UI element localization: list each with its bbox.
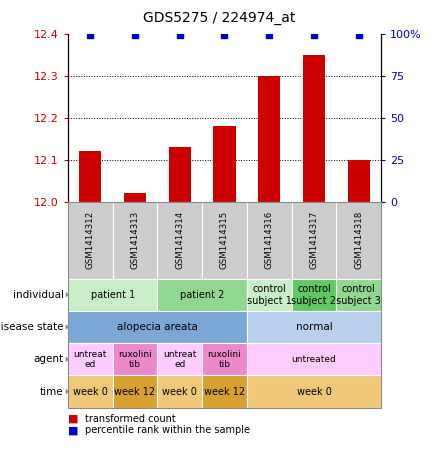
Point (176, 31, 183, 39)
Point (311, 31, 318, 39)
Bar (347, 160, 370, 202)
Bar (169, 147, 191, 202)
Text: GSM1414318: GSM1414318 (354, 211, 363, 269)
Text: week 0: week 0 (73, 386, 108, 396)
Text: ■: ■ (68, 425, 78, 435)
Text: untreat
ed: untreat ed (163, 350, 196, 369)
Text: GSM1414312: GSM1414312 (86, 211, 95, 269)
Text: time: time (40, 386, 64, 396)
Text: patient 1: patient 1 (91, 290, 135, 300)
Text: GSM1414316: GSM1414316 (265, 211, 274, 269)
Point (131, 31, 138, 39)
Text: individual: individual (13, 290, 64, 300)
Text: GSM1414314: GSM1414314 (175, 211, 184, 269)
Text: control
subject 2: control subject 2 (291, 284, 336, 305)
Bar (258, 76, 280, 202)
Text: control
subject 3: control subject 3 (336, 284, 381, 305)
Point (87, 31, 94, 39)
Text: agent: agent (33, 354, 64, 364)
Text: week 0: week 0 (297, 386, 332, 396)
Text: untreated: untreated (292, 355, 336, 364)
Text: ruxolini
tib: ruxolini tib (118, 350, 152, 369)
Text: transformed count: transformed count (85, 414, 175, 424)
Point (266, 31, 273, 39)
Text: GSM1414313: GSM1414313 (131, 211, 139, 269)
Text: alopecia areata: alopecia areata (117, 322, 198, 332)
Text: week 12: week 12 (204, 386, 245, 396)
Text: GSM1414315: GSM1414315 (220, 211, 229, 269)
Bar (124, 193, 146, 202)
Text: patient 2: patient 2 (180, 290, 224, 300)
Bar (213, 126, 236, 202)
Text: week 0: week 0 (162, 386, 197, 396)
Text: GDS5275 / 224974_at: GDS5275 / 224974_at (143, 11, 295, 25)
Text: ruxolini
tib: ruxolini tib (208, 350, 241, 369)
Point (221, 31, 228, 39)
Point (355, 31, 362, 39)
Text: control
subject 1: control subject 1 (247, 284, 292, 305)
Text: percentile rank within the sample: percentile rank within the sample (85, 425, 250, 435)
Text: ■: ■ (68, 414, 78, 424)
Text: normal: normal (296, 322, 332, 332)
Bar (303, 55, 325, 202)
Text: GSM1414317: GSM1414317 (310, 211, 318, 269)
Bar (79, 151, 102, 202)
Text: untreat
ed: untreat ed (74, 350, 107, 369)
Text: week 12: week 12 (114, 386, 155, 396)
Text: disease state: disease state (0, 322, 64, 332)
